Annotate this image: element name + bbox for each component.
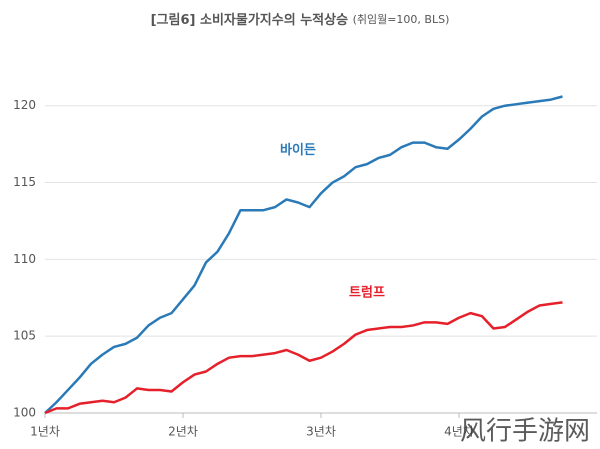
y-tick-label: 120 [13, 98, 36, 112]
y-tick-label: 115 [13, 175, 36, 189]
chart-title-group: [그림6] 소비자물가지수의 누적상승 (취임월=100, BLS) [151, 12, 450, 28]
series-label: 트럼프 [349, 286, 385, 301]
line [44, 301, 563, 415]
y-tick-label: 100 [13, 406, 36, 420]
line [44, 95, 563, 414]
watermark: 风行手游网 [460, 417, 590, 447]
x-tick-label: 3년차 [306, 425, 336, 439]
y-tick-label: 105 [13, 329, 36, 343]
chart-subtitle: (취임월=100, BLS) [353, 13, 450, 26]
series-label: 바이든 [280, 142, 316, 158]
x-tick-label: 1년차 [30, 425, 60, 439]
chart-title: [그림6] 소비자물가지수의 누적상승 [151, 12, 348, 28]
x-tick-label: 4년차 [444, 425, 474, 439]
y-tick-label: 110 [13, 252, 36, 266]
x-tick-label: 2년차 [168, 425, 198, 439]
